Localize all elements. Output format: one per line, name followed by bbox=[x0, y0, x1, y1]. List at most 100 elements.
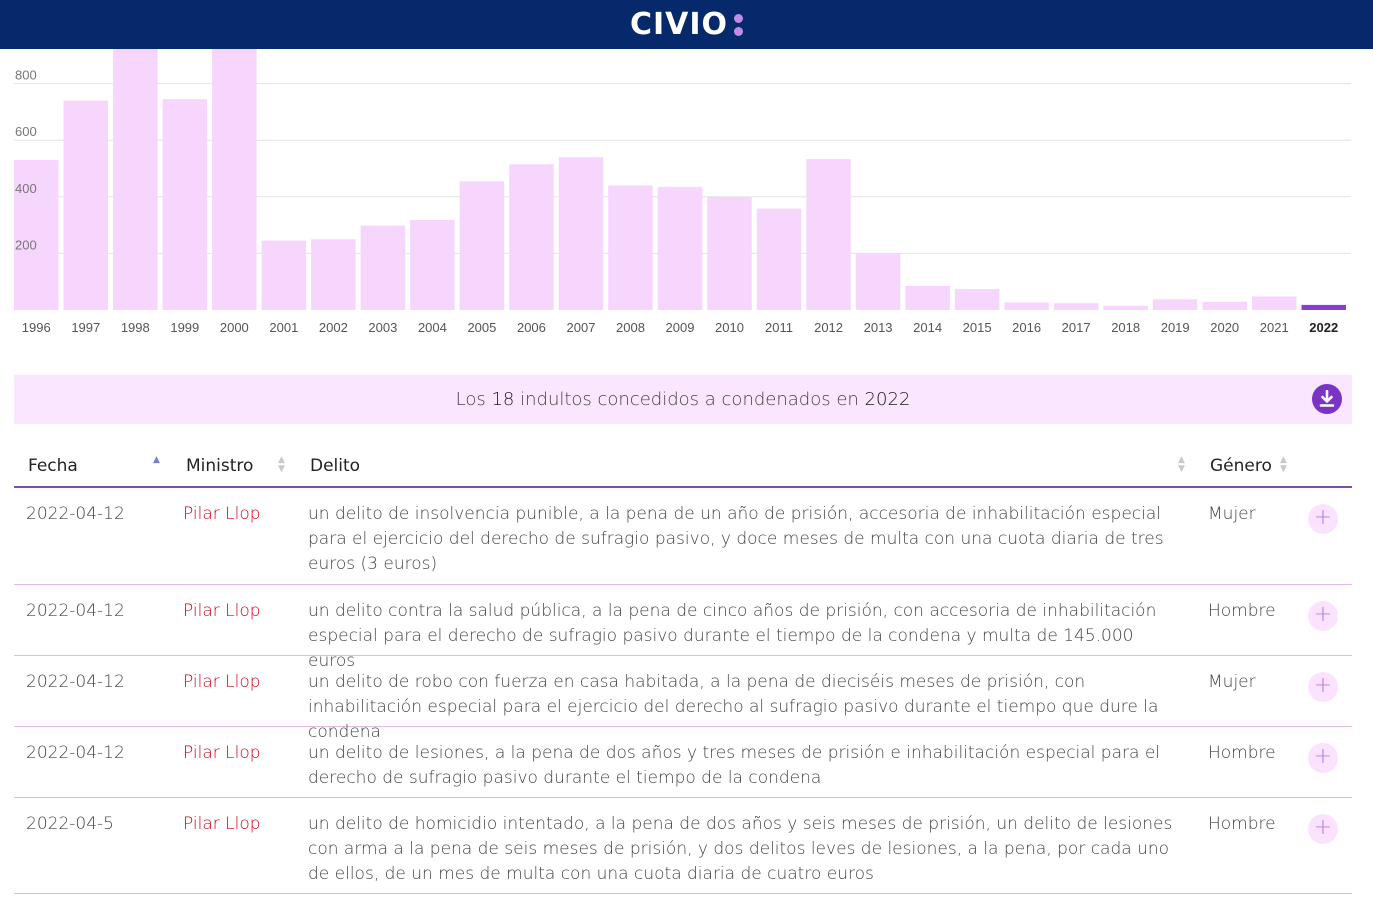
bar-2002[interactable] bbox=[311, 239, 356, 310]
x-tick-label[interactable]: 2001 bbox=[269, 320, 298, 335]
x-tick-label[interactable]: 2010 bbox=[715, 320, 744, 335]
summary-year: 2022 bbox=[864, 389, 911, 410]
x-tick-label[interactable]: 2013 bbox=[864, 320, 893, 335]
genero-header-label: Género bbox=[1210, 456, 1272, 476]
x-tick-label[interactable]: 2006 bbox=[517, 320, 546, 335]
row-minister: Pilar Llop bbox=[183, 814, 261, 834]
x-tick-label[interactable]: 2016 bbox=[1012, 320, 1041, 335]
column-header-fecha[interactable]: Fecha bbox=[28, 456, 78, 476]
x-tick-label[interactable]: 2000 bbox=[220, 320, 249, 335]
x-tick-label[interactable]: 2017 bbox=[1062, 320, 1091, 335]
x-tick-label[interactable]: 1998 bbox=[121, 320, 150, 335]
row-crime: un delito de homicidio intentado, a la p… bbox=[308, 814, 1173, 884]
civio-logo[interactable]: CIVIO bbox=[630, 7, 744, 42]
table-row[interactable]: 2022-04-12 Pilar Llop un delito de insol… bbox=[14, 488, 1352, 585]
x-tick-label[interactable]: 2020 bbox=[1210, 320, 1239, 335]
bar-2017[interactable] bbox=[1053, 303, 1099, 310]
bar-2022[interactable] bbox=[1301, 304, 1346, 310]
row-date: 2022-04-5 bbox=[26, 814, 114, 834]
column-header-delito[interactable]: Delito bbox=[310, 456, 360, 476]
genero-sort-icon[interactable]: ▲ ▼ bbox=[1280, 455, 1287, 474]
delito-header-label: Delito bbox=[310, 456, 361, 476]
table-row[interactable]: 2022-04-12 Pilar Llop un delito contra l… bbox=[14, 585, 1352, 671]
x-tick-label[interactable]: 2018 bbox=[1111, 320, 1140, 335]
x-tick-label[interactable]: 1996 bbox=[22, 320, 51, 335]
summary-prefix: Los bbox=[455, 389, 486, 410]
x-tick-label[interactable]: 2003 bbox=[368, 320, 397, 335]
expand-row-plus-icon[interactable]: + bbox=[1308, 601, 1338, 631]
bar-2007[interactable] bbox=[558, 157, 604, 310]
x-tick-label[interactable]: 2008 bbox=[616, 320, 645, 335]
bar-1996[interactable] bbox=[14, 160, 59, 310]
x-tick-label[interactable]: 2011 bbox=[765, 320, 793, 335]
download-icon bbox=[1319, 390, 1335, 407]
expand-row-plus-icon[interactable]: + bbox=[1308, 814, 1338, 844]
row-gender: Hombre bbox=[1208, 814, 1276, 834]
bar-2000[interactable] bbox=[212, 49, 257, 310]
bar-2021[interactable] bbox=[1251, 296, 1297, 310]
ministro-header-label: Ministro bbox=[186, 456, 254, 476]
y-tick-label: 600 bbox=[15, 124, 37, 139]
bar-2001[interactable] bbox=[261, 240, 307, 310]
table-row[interactable]: 2022-04-5 Pilar Llop un delito de homici… bbox=[14, 798, 1352, 894]
bar-2018[interactable] bbox=[1103, 305, 1148, 310]
expand-row-plus-icon[interactable]: + bbox=[1308, 672, 1338, 702]
x-tick-label[interactable]: 1997 bbox=[71, 320, 100, 335]
x-tick-label[interactable]: 2004 bbox=[418, 320, 447, 335]
x-tick-label[interactable]: 2021 bbox=[1260, 320, 1289, 335]
bar-2005[interactable] bbox=[459, 181, 505, 310]
x-tick-label[interactable]: 2019 bbox=[1161, 320, 1190, 335]
bar-2009[interactable] bbox=[657, 186, 703, 310]
bar-1999[interactable] bbox=[162, 99, 208, 310]
x-tick-label[interactable]: 2005 bbox=[467, 320, 496, 335]
download-button[interactable] bbox=[1312, 384, 1342, 414]
row-minister: Pilar Llop bbox=[183, 743, 261, 763]
row-date: 2022-04-12 bbox=[26, 672, 125, 692]
bar-2003[interactable] bbox=[360, 225, 406, 310]
column-header-genero[interactable]: Género bbox=[1210, 456, 1272, 476]
bar-2013[interactable] bbox=[855, 253, 901, 310]
bar-2019[interactable] bbox=[1152, 299, 1198, 310]
x-tick-label[interactable]: 2022 bbox=[1309, 320, 1338, 335]
x-tick-label[interactable]: 2015 bbox=[963, 320, 992, 335]
yearly-pardons-chart: 1996 1997 1998 1999 2000 2001 2002 2003 2004 2005… bbox=[0, 49, 1373, 349]
row-crime: un delito contra la salud pública, a la … bbox=[308, 601, 1157, 671]
row-minister: Pilar Llop bbox=[183, 601, 261, 621]
x-tick-label[interactable]: 1999 bbox=[170, 320, 199, 335]
summary-count: 18 bbox=[491, 389, 515, 410]
row-crime: un delito de lesiones, a la pena de dos … bbox=[308, 743, 1161, 788]
ministro-sort-icon[interactable]: ▲ ▼ bbox=[278, 455, 285, 474]
bar-2006[interactable] bbox=[509, 164, 554, 310]
bar-2020[interactable] bbox=[1202, 301, 1247, 310]
bar-2014[interactable] bbox=[905, 285, 950, 310]
bar-1997[interactable] bbox=[63, 100, 109, 310]
bar-2012[interactable] bbox=[806, 159, 851, 310]
bar-2008[interactable] bbox=[608, 185, 653, 310]
bar-1998[interactable] bbox=[113, 49, 158, 310]
x-tick-label[interactable]: 2007 bbox=[567, 320, 596, 335]
row-gender: Mujer bbox=[1208, 504, 1256, 524]
row-crime: un delito de robo con fuerza en casa hab… bbox=[308, 672, 1159, 742]
x-tick-label[interactable]: 2009 bbox=[666, 320, 695, 335]
bar-2011[interactable] bbox=[756, 208, 802, 310]
bar-2016[interactable] bbox=[1004, 302, 1049, 310]
delito-sort-icon[interactable]: ▲ ▼ bbox=[1178, 455, 1185, 474]
logo-dots-icon bbox=[734, 13, 744, 36]
x-tick-label[interactable]: 2002 bbox=[319, 320, 348, 335]
row-gender: Hombre bbox=[1208, 601, 1276, 621]
fecha-header-label: Fecha bbox=[28, 456, 78, 476]
bar-2004[interactable] bbox=[410, 220, 455, 310]
table-row[interactable]: 2022-04-12 Pilar Llop un delito de robo … bbox=[14, 656, 1352, 742]
y-tick-label: 800 bbox=[15, 68, 37, 83]
expand-row-plus-icon[interactable]: + bbox=[1308, 743, 1338, 773]
table-row[interactable]: 2022-04-12 Pilar Llop un delito de lesio… bbox=[14, 727, 1352, 798]
column-header-ministro[interactable]: Ministro bbox=[186, 456, 253, 476]
row-minister: Pilar Llop bbox=[183, 672, 261, 692]
x-tick-label[interactable]: 2014 bbox=[913, 320, 942, 335]
x-tick-label[interactable]: 2012 bbox=[814, 320, 843, 335]
expand-row-plus-icon[interactable]: + bbox=[1308, 504, 1338, 534]
fecha-sort-icon[interactable]: ▲ bbox=[153, 455, 160, 465]
bar-2010[interactable] bbox=[707, 196, 752, 310]
bar-2015[interactable] bbox=[954, 289, 1000, 310]
summary-banner: Los 18 indultos concedidos a condenados … bbox=[14, 375, 1352, 424]
